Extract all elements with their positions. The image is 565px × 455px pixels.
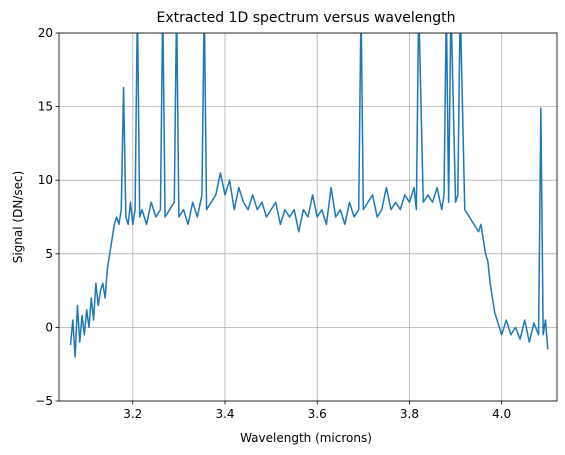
- x-tick-label: 3.8: [400, 407, 419, 421]
- y-tick-label: 5: [45, 247, 53, 261]
- y-tick-label: 10: [38, 173, 53, 187]
- y-tick-label: 20: [38, 26, 53, 40]
- y-tick-label: 15: [38, 100, 53, 114]
- y-axis-ticks: −5 0 5 10 15 20: [35, 26, 59, 408]
- y-tick-label: −5: [35, 394, 53, 408]
- x-tick-label: 3.2: [123, 407, 142, 421]
- plot-frame: [58, 32, 558, 402]
- y-axis-label: Signal (DN/sec): [11, 171, 25, 264]
- x-axis-label: Wavelength (microns): [240, 431, 372, 445]
- x-tick-label: 3.4: [215, 407, 234, 421]
- y-tick-label: 0: [45, 320, 53, 334]
- x-tick-label: 3.6: [308, 407, 327, 421]
- x-tick-label: 4.0: [492, 407, 511, 421]
- chart-title: Extracted 1D spectrum versus wavelength: [156, 10, 455, 26]
- x-axis-ticks: 3.2 3.4 3.6 3.8 4.0: [123, 401, 511, 421]
- series-layer: [69, 33, 549, 358]
- spectrum-series-line: [69, 33, 549, 358]
